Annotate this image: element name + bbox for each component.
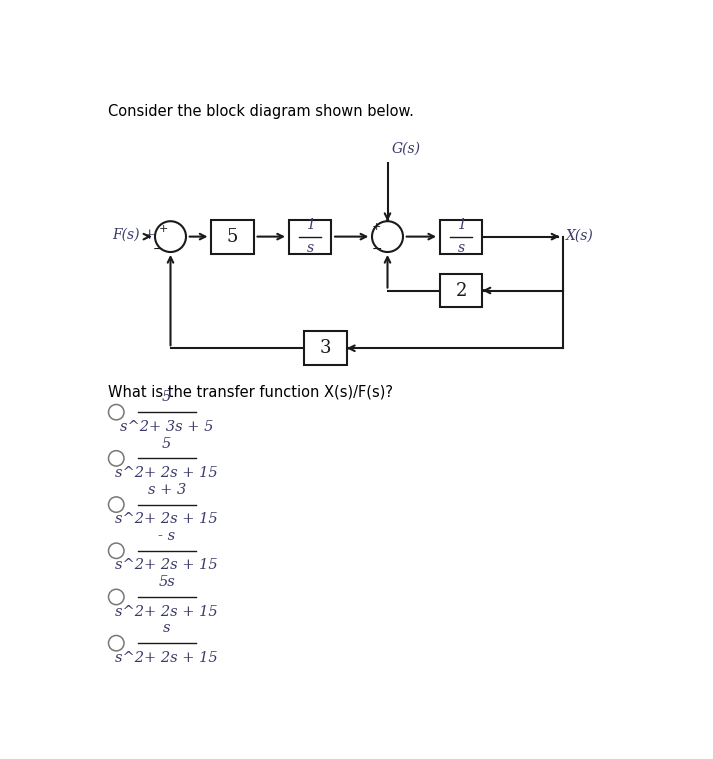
Circle shape xyxy=(108,635,124,651)
Text: s + 3: s + 3 xyxy=(148,483,186,497)
Text: F(s) +: F(s) + xyxy=(113,227,156,241)
Text: −: − xyxy=(153,242,163,256)
Circle shape xyxy=(108,497,124,512)
Text: −: − xyxy=(371,242,382,256)
Bar xyxy=(304,332,347,365)
Text: s: s xyxy=(307,241,314,255)
Text: - s: - s xyxy=(158,529,175,543)
Bar xyxy=(440,273,483,307)
Text: 5: 5 xyxy=(162,436,171,451)
Circle shape xyxy=(108,405,124,420)
Circle shape xyxy=(372,221,403,252)
Text: X(s): X(s) xyxy=(565,229,593,243)
Bar xyxy=(211,219,254,254)
Text: 1: 1 xyxy=(457,219,466,232)
Text: +: + xyxy=(159,224,168,234)
Circle shape xyxy=(155,221,186,252)
Text: 5s: 5s xyxy=(158,575,175,589)
Text: s^2+ 2s + 15: s^2+ 2s + 15 xyxy=(116,651,218,665)
Text: What is the transfer function X(s)/F(s)?: What is the transfer function X(s)/F(s)? xyxy=(108,385,394,399)
Circle shape xyxy=(108,451,124,466)
Text: s^2+ 2s + 15: s^2+ 2s + 15 xyxy=(116,605,218,619)
Text: +: + xyxy=(372,222,381,232)
Text: 5: 5 xyxy=(162,390,171,405)
Text: s^2+ 2s + 15: s^2+ 2s + 15 xyxy=(116,559,218,572)
Bar xyxy=(289,219,332,254)
Text: s^2+ 2s + 15: s^2+ 2s + 15 xyxy=(116,466,218,480)
Text: s^2+ 2s + 15: s^2+ 2s + 15 xyxy=(116,512,218,526)
Bar xyxy=(440,219,483,254)
Text: s: s xyxy=(163,622,170,635)
Text: 3: 3 xyxy=(319,339,332,357)
Text: 1: 1 xyxy=(306,219,314,232)
Text: s^2+ 3s + 5: s^2+ 3s + 5 xyxy=(120,420,213,434)
Text: s: s xyxy=(458,241,465,255)
Text: 2: 2 xyxy=(456,282,467,300)
Text: Consider the block diagram shown below.: Consider the block diagram shown below. xyxy=(108,104,414,119)
Circle shape xyxy=(108,589,124,605)
Text: 5: 5 xyxy=(227,228,238,246)
Circle shape xyxy=(108,543,124,559)
Text: G(s): G(s) xyxy=(392,142,421,156)
